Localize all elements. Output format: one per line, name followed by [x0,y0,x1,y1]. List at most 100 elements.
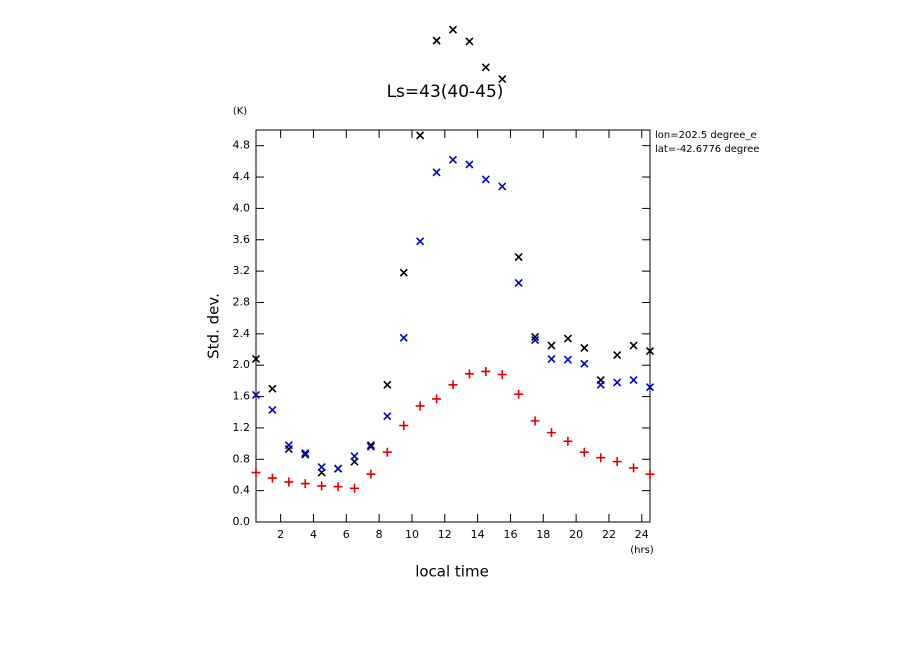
point [334,464,343,473]
y-tick-label: 0.8 [233,452,251,465]
x-tick-label: 10 [405,528,419,541]
point [366,441,375,450]
point [432,394,442,404]
x-tick-label: 6 [343,528,350,541]
plot-frame [255,129,651,523]
point [268,384,277,393]
y-tick-label: 1.6 [233,390,251,403]
point [613,378,622,387]
point [531,336,540,345]
point [563,436,573,446]
point [333,482,343,492]
point [399,333,408,342]
y-axis-label: Std. dev. [205,293,223,359]
point [284,477,294,487]
y-tick-label: 2.8 [233,295,251,308]
y-tick-label: 1.2 [233,421,251,434]
x-axis-label: local time [415,563,489,581]
point [317,481,327,491]
point [580,343,589,353]
point [531,332,540,342]
point [563,334,572,343]
y-tick-label: 0.4 [233,484,251,497]
point [432,36,441,45]
x-unit: (hrs) [630,545,654,556]
point [498,74,507,84]
annotation: lon=202.5 degree_e [655,130,757,141]
point [251,390,261,400]
point [481,63,490,72]
point [382,447,392,457]
y-tick-label: 3.2 [233,264,251,277]
x-tick-label: 24 [635,528,649,541]
point [629,376,638,385]
point [612,457,622,467]
point [613,350,622,360]
point [547,341,556,350]
point [645,469,655,479]
point [465,160,474,169]
y-tick-label: 4.4 [233,170,251,183]
point [383,380,392,389]
point [284,441,293,450]
x-tick-label: 14 [471,528,485,541]
point [350,452,359,461]
point [530,416,540,426]
x-tick-label: 2 [277,528,284,541]
point [596,380,605,389]
x-tick-label: 18 [536,528,550,541]
point [268,405,277,414]
point [415,401,425,411]
point [514,389,524,399]
point [481,175,490,184]
point [416,237,425,246]
y-unit: (K) [233,106,247,117]
point [645,383,655,392]
point [399,421,409,431]
point [399,268,408,277]
point [547,428,556,438]
y-tick-label: 0.0 [233,515,251,528]
point [547,354,556,363]
point [317,463,326,472]
point [251,468,261,478]
point [563,355,572,364]
point [481,366,491,376]
point [301,450,310,459]
point [448,380,458,390]
point [629,463,639,473]
point [514,252,523,262]
x-tick-label: 4 [310,528,317,541]
point [629,341,638,350]
point [464,369,474,379]
point [301,448,310,458]
point [448,155,458,164]
x-tick-label: 22 [602,528,616,541]
point [432,168,441,177]
y-tick-label: 2.4 [233,327,251,340]
point [350,483,359,493]
point [267,473,277,483]
point [579,447,589,457]
point [596,453,606,463]
point [251,354,261,363]
point [366,442,375,451]
x-tick-label: 12 [438,528,452,541]
y-tick-label: 4.8 [233,139,251,152]
point [497,370,507,380]
point [645,347,655,356]
y-tick-label: 4.0 [233,201,251,214]
point [366,469,376,479]
point [448,25,458,34]
y-tick-label: 2.0 [233,358,251,371]
point [383,412,392,421]
x-tick-label: 16 [503,528,517,541]
x-tick-label: 20 [569,528,583,541]
chart-title: Ls=43(40-45) [387,82,504,102]
point [465,37,474,46]
point [498,182,507,191]
point [580,359,589,368]
x-tick-label: 8 [376,528,383,541]
y-tick-label: 3.6 [233,233,251,246]
